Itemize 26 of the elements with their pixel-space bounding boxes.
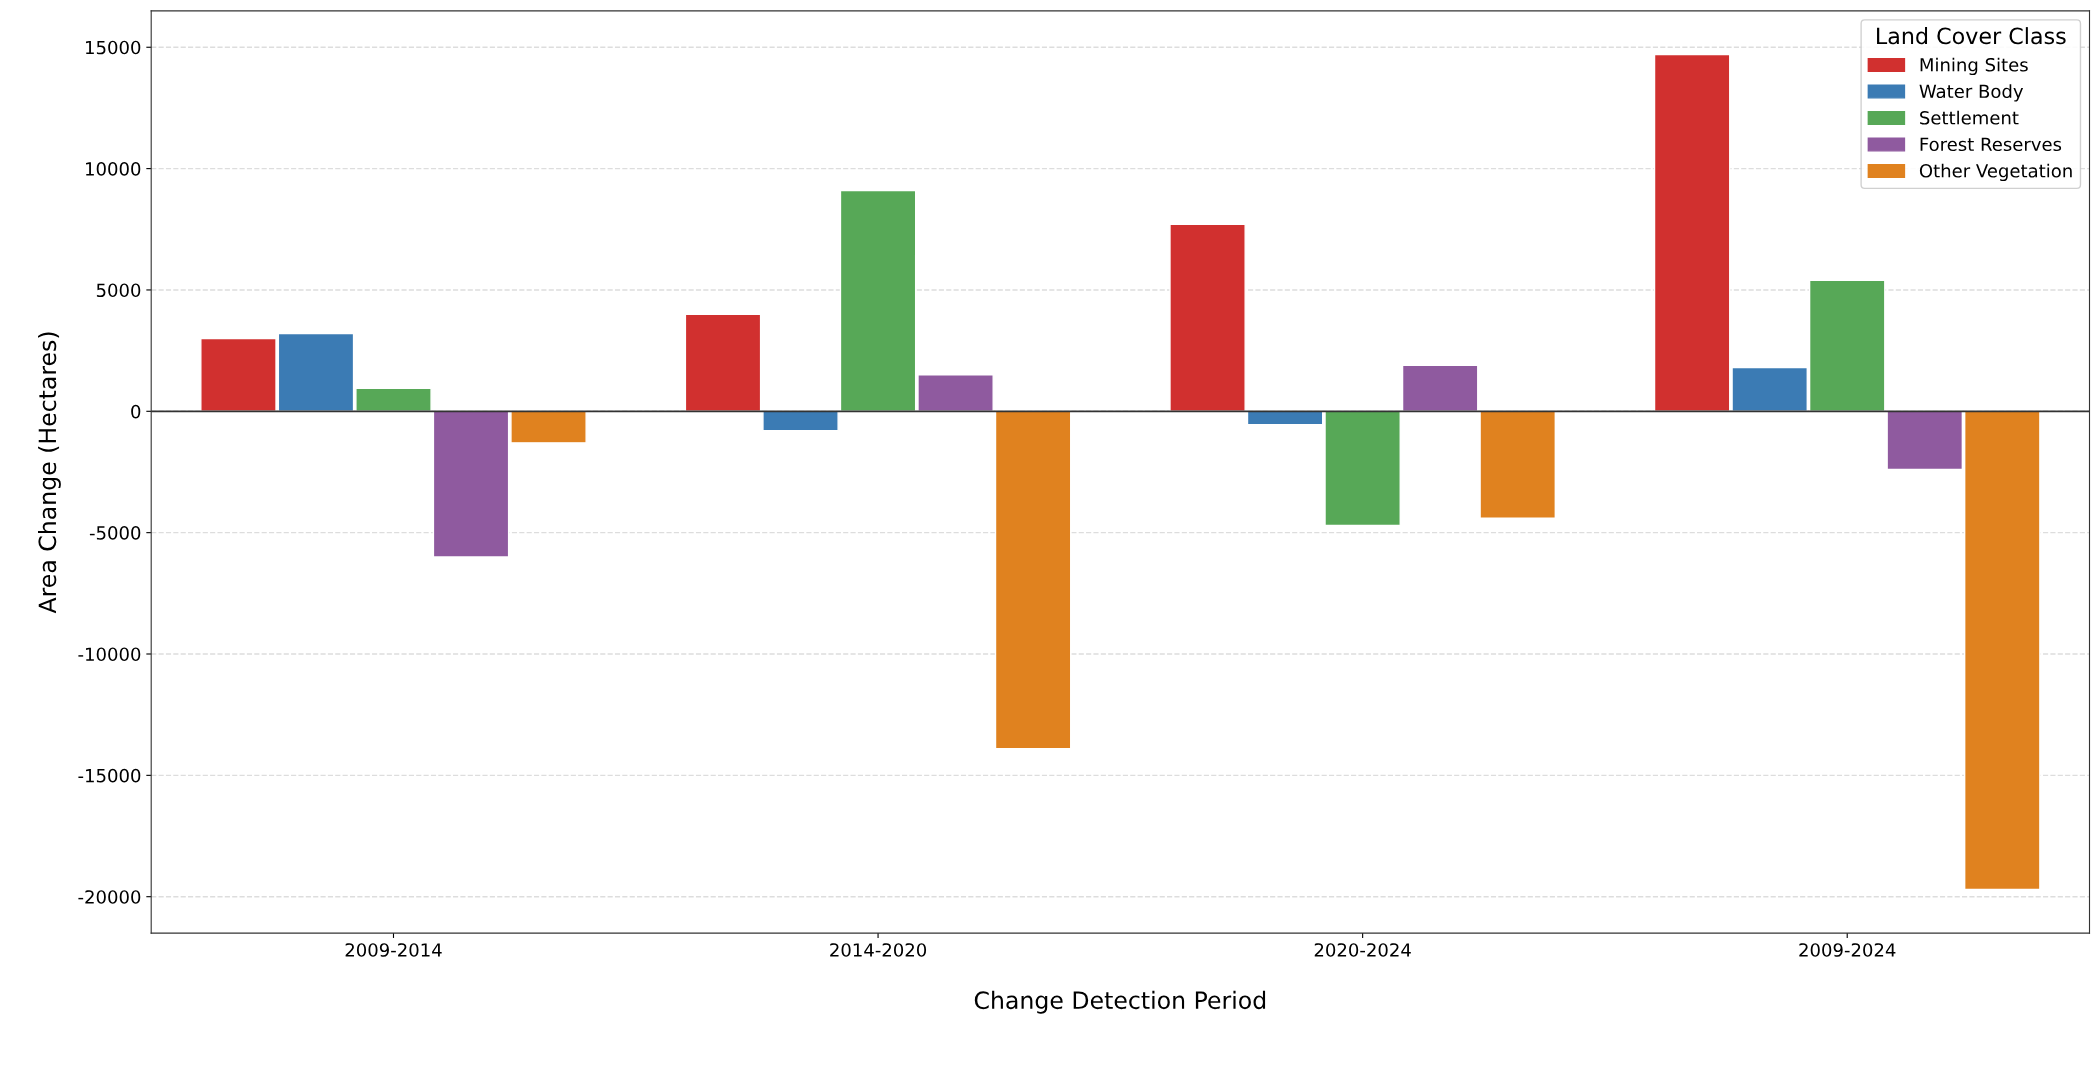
legend-label: Other Vegetation — [1919, 163, 2072, 182]
y-axis-title: Area Change (Hectares) — [38, 332, 61, 614]
x-tick-label: 2009-2024 — [1799, 943, 1896, 957]
bar — [1401, 364, 1479, 412]
bar — [762, 410, 839, 432]
legend-label: Settlement — [1920, 110, 2019, 125]
x-tick-label: 2009-2014 — [345, 943, 442, 957]
bar — [994, 410, 1072, 750]
y-tick-label: 5000 — [96, 283, 141, 298]
y-tick-label: 10000 — [86, 162, 141, 176]
y-tick-label: -15000 — [78, 768, 141, 783]
legend-label: Mining Sites — [1920, 57, 2028, 76]
x-tick-label: 2014-2020 — [830, 943, 927, 957]
y-tick-label: -10000 — [78, 647, 141, 662]
bar — [1169, 223, 1246, 412]
y-tick-label: 0 — [131, 404, 141, 419]
y-tick-label: 15000 — [86, 40, 141, 55]
bar — [684, 313, 762, 412]
x-axis-title: Change Detection Period — [974, 990, 1266, 1014]
y-tick-label: -20000 — [78, 890, 141, 904]
bar — [1479, 410, 1556, 519]
legend-label: Water Body — [1919, 84, 2024, 102]
legend-label: Forest Reserves — [1920, 137, 2062, 152]
legend-title: Land Cover Class — [1877, 27, 2066, 45]
x-tick-label: 2020-2024 — [1314, 943, 1411, 957]
y-tick-label: -5000 — [89, 526, 141, 540]
